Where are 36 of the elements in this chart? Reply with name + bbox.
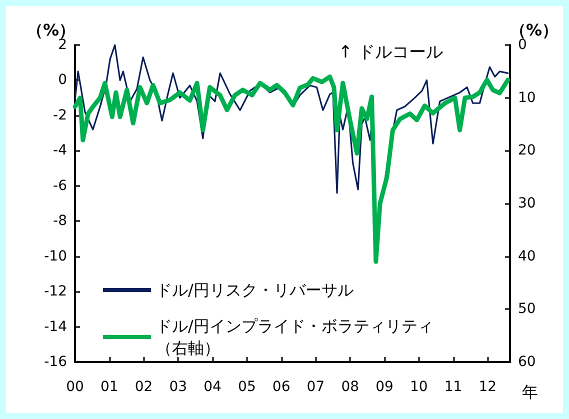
x-tick-label: 05 [238,379,256,395]
x-tick-label: 09 [376,379,394,395]
x-tick-label: 01 [100,379,118,395]
y-tick-label: 2 [58,37,67,53]
x-tick-label: 11 [444,379,462,395]
y-tick-label: -14 [44,318,68,335]
x-axis-title: 年 [522,382,538,402]
y2-tick-label: 30 [518,196,536,212]
y-tick-label: 0 [58,72,67,88]
y2-tick-label: 50 [518,301,536,318]
x-tick-label: 02 [134,379,153,395]
x-tick-label: 08 [341,379,360,395]
x-tick-label: 04 [204,379,222,395]
annotation: ↑ ドルコール [338,42,444,62]
y-axis-title: （%） [26,20,75,40]
legend-label: ドル/円インプライド・ボラティリティ（右軸） [156,316,434,358]
x-tick-label: 12 [478,379,497,395]
x-tick-label: 03 [169,379,188,395]
y-tick-label: -8 [53,213,67,230]
y-tick-label: -6 [53,178,68,194]
y-tick-label: -10 [44,248,67,264]
y2-tick-label: 40 [518,248,536,264]
y2-axis-title: （%） [510,20,558,40]
y-tick-label: -12 [44,284,67,300]
y2-tick-label: 60 [518,354,536,370]
y-tick-label: -16 [44,354,68,370]
y2-tick-label: 0 [518,37,527,53]
x-tick-label: 10 [410,379,428,395]
x-tick-label: 00 [66,379,84,395]
y2-tick-label: 20 [518,142,536,159]
y2-tick-label: 10 [518,90,536,106]
x-tick-label: 07 [306,379,325,395]
y-tick-label: -2 [53,107,67,124]
legend-label: ドル/円リスク・リバーサル [156,280,354,300]
y-tick-label: -4 [53,142,68,159]
x-tick-label: 06 [272,379,290,395]
